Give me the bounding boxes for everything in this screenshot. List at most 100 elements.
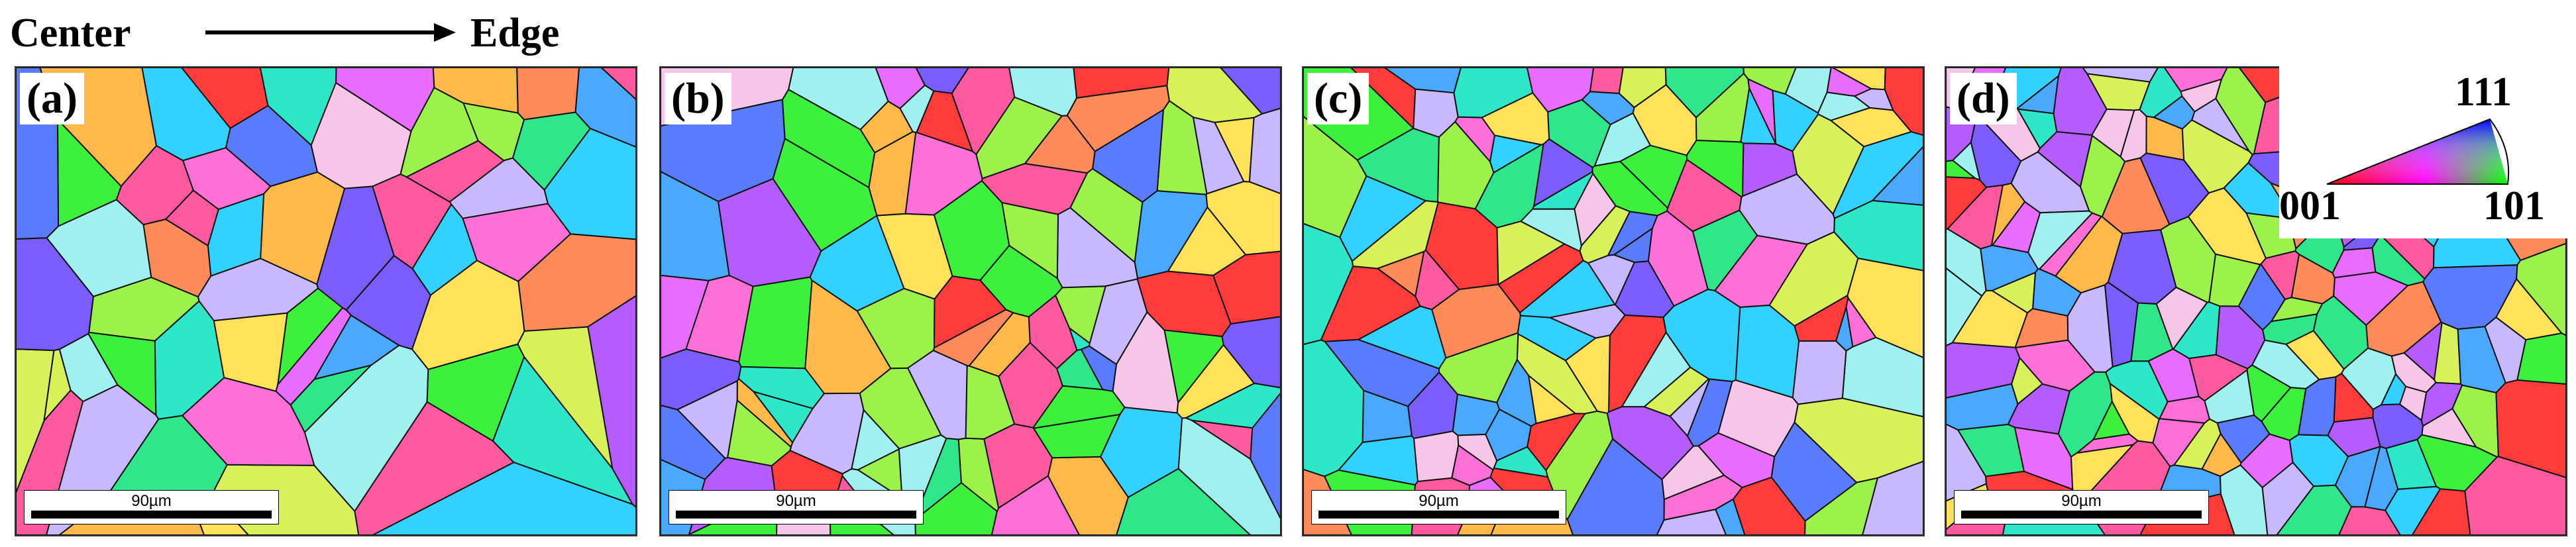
grain <box>1516 332 1599 415</box>
ebsd-map-panel-d: (d) 90µm <box>1945 66 2567 536</box>
ebsd-map-panel-a: (a) 90µm <box>15 66 637 536</box>
legend-label-111: 111 <box>2455 70 2512 115</box>
grain-orientation-map <box>661 68 1281 535</box>
grain <box>1947 184 2004 250</box>
grain <box>2484 316 2527 384</box>
grain <box>260 171 346 285</box>
grain <box>1176 344 1256 419</box>
grain <box>1548 303 1626 339</box>
grain <box>1080 345 1118 392</box>
grain <box>1606 406 1695 481</box>
grain-orientation-map <box>1946 68 2566 535</box>
grain <box>600 68 636 101</box>
grain <box>2276 484 2353 535</box>
grain <box>2139 68 2183 119</box>
grain <box>1772 89 1819 152</box>
grain <box>1001 201 1059 279</box>
grain <box>405 140 506 203</box>
grain <box>1413 430 1460 483</box>
scale-bar-text: 90µm <box>2061 492 2102 510</box>
scale-bar-line <box>31 511 272 519</box>
grain <box>46 199 152 297</box>
direction-header: Center Edge <box>7 3 590 64</box>
legend-label-001: 001 <box>2279 183 2341 228</box>
grain <box>676 379 738 460</box>
grain <box>1376 250 1425 298</box>
ebsd-map-panel-c: (c) 90µm <box>1302 66 1925 536</box>
grain <box>1497 243 1584 314</box>
scale-bar-text: 90µm <box>776 492 816 510</box>
grain <box>1213 117 1255 183</box>
grain <box>2237 263 2286 331</box>
grain <box>2204 369 2255 424</box>
grain <box>2398 385 2428 422</box>
grain <box>1056 348 1104 391</box>
grain <box>1339 175 1427 262</box>
grain <box>1407 371 1458 440</box>
scale-bar-text: 90µm <box>131 492 172 510</box>
grain <box>275 307 352 406</box>
grain <box>1303 339 1365 477</box>
grain <box>1792 340 1847 405</box>
grain <box>2337 506 2401 535</box>
grain <box>310 81 412 189</box>
center-label: Center <box>10 11 131 56</box>
panel-label: (b) <box>665 73 731 124</box>
grain <box>2216 414 2271 464</box>
grain <box>543 127 636 240</box>
scale-bar-line <box>1961 511 2202 519</box>
grain-orientation-map <box>16 68 636 535</box>
grain <box>1770 421 1858 522</box>
grain <box>517 326 614 469</box>
panel-label: (a) <box>20 73 84 124</box>
grain <box>2152 418 2206 468</box>
scale-bar: 90µm <box>669 490 924 524</box>
scale-bar-line <box>1318 511 1559 519</box>
scale-bar-text: 90µm <box>1419 492 1459 510</box>
grain <box>1871 145 1923 206</box>
grain <box>661 99 786 203</box>
ebsd-map-panel-b: (b) 90µm <box>659 66 1282 536</box>
grain <box>2181 119 2253 194</box>
grain <box>1356 305 1447 370</box>
grain <box>2016 108 2058 150</box>
grain <box>426 343 525 442</box>
grain-orientation-map <box>1303 68 1923 535</box>
grain <box>1589 68 1624 95</box>
grain <box>1714 498 1746 535</box>
scale-bar-line <box>676 511 916 519</box>
grain <box>1032 413 1121 459</box>
grain <box>1946 383 2019 431</box>
grain <box>1088 278 1148 366</box>
grain <box>516 68 580 121</box>
grain <box>1073 68 1170 99</box>
grain <box>1092 108 1164 203</box>
panel-label: (c) <box>1307 73 1369 124</box>
grain <box>875 68 926 109</box>
grain <box>1862 460 1923 535</box>
grain <box>1853 88 1894 111</box>
grain <box>2297 375 2337 436</box>
grain <box>2038 212 2103 277</box>
ipf-color-key: 111 001 101 <box>2279 66 2576 238</box>
legend-label-101: 101 <box>2483 183 2545 228</box>
panel-label: (d) <box>1950 73 2017 124</box>
grain <box>2092 400 2131 440</box>
grain <box>2014 339 2096 392</box>
grain <box>587 295 636 509</box>
grain <box>1457 433 1498 471</box>
scale-bar: 90µm <box>1954 490 2209 524</box>
edge-label: Edge <box>470 11 560 56</box>
ipf-triangle-icon <box>2326 118 2510 185</box>
scale-bar: 90µm <box>1311 490 1566 524</box>
grain <box>1662 288 1741 383</box>
grain <box>1591 160 1669 217</box>
grain <box>58 332 119 403</box>
grain <box>914 481 998 535</box>
grain <box>1413 88 1459 138</box>
grain <box>1496 221 1566 285</box>
right-arrow-icon <box>205 23 456 42</box>
grain <box>2416 434 2498 492</box>
scale-bar: 90µm <box>24 490 279 524</box>
grain <box>1695 72 1750 143</box>
